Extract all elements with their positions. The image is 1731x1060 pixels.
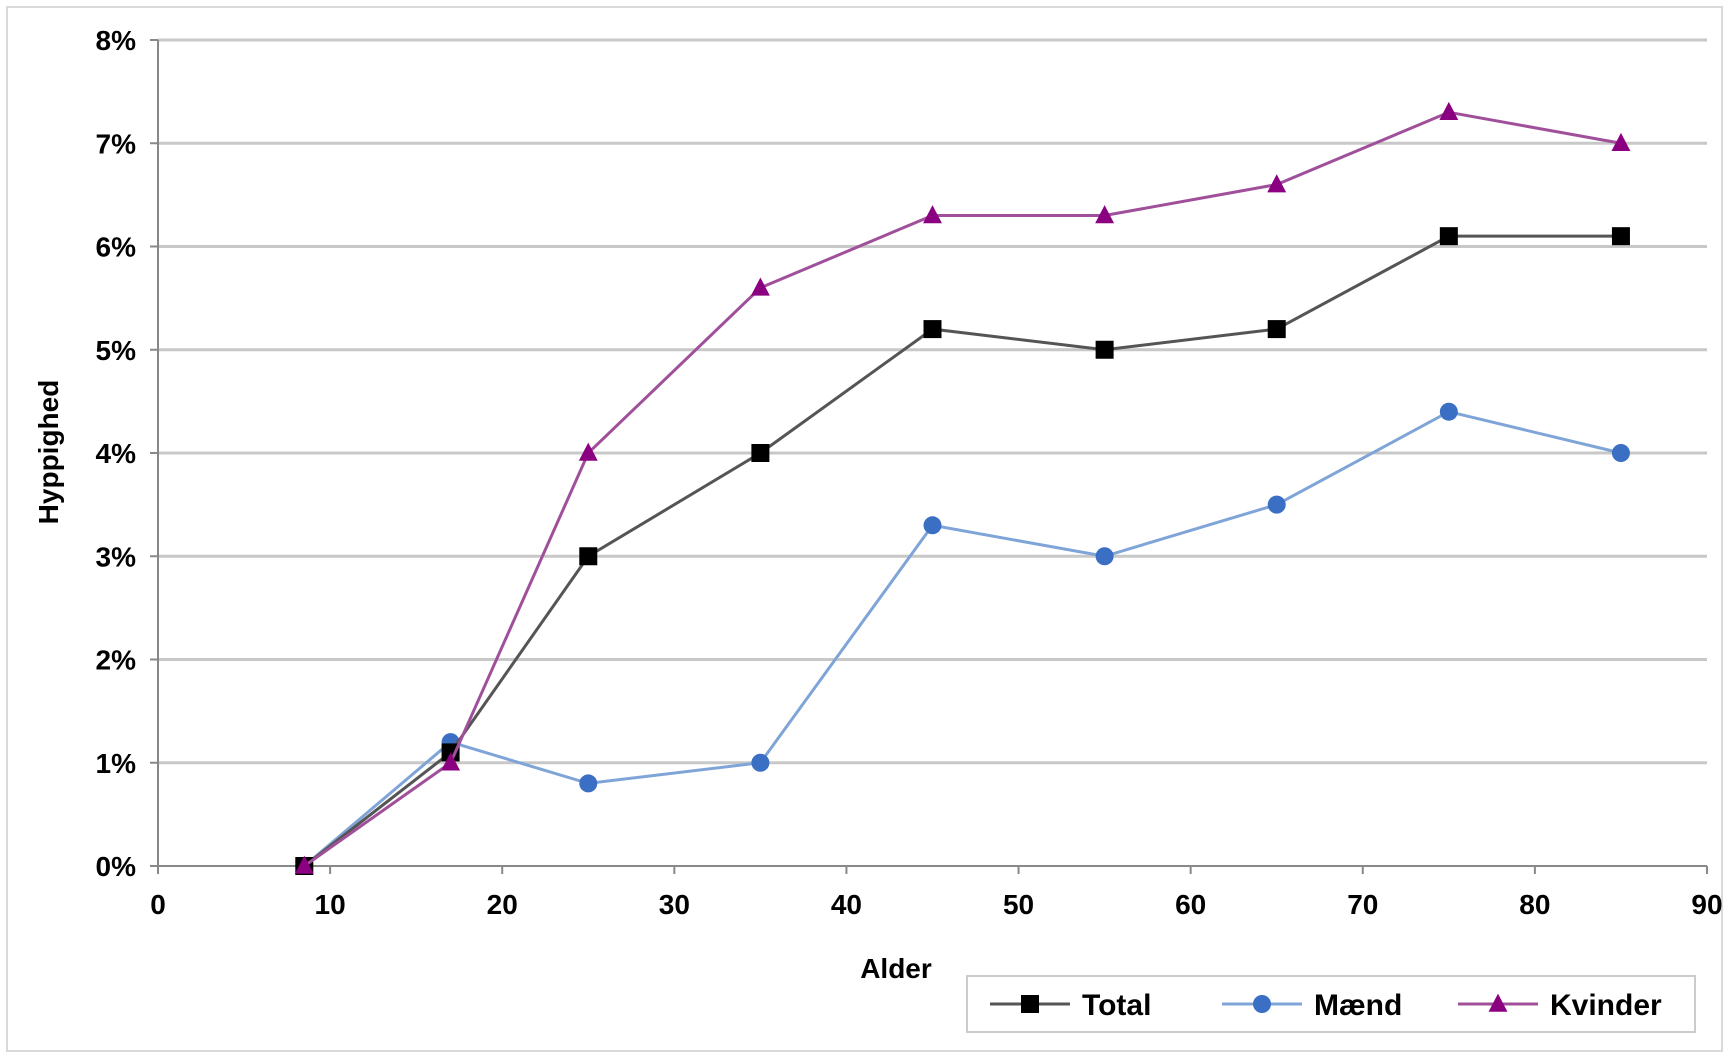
data-point [923, 516, 942, 535]
x-tick-label: 80 [1519, 889, 1550, 920]
legend-label: Kvinder [1550, 989, 1662, 1022]
y-tick-label: 3% [96, 541, 137, 572]
data-point [1267, 174, 1287, 193]
x-tick-label: 30 [659, 889, 690, 920]
series-line [303, 410, 1622, 868]
y-tick-label: 1% [96, 748, 137, 779]
data-point [751, 444, 770, 462]
series-line [303, 110, 1622, 868]
data-point [923, 320, 942, 339]
x-tick-labels: 0 10 20 30 40 50 60 70 80 90 [150, 889, 1722, 920]
data-point [750, 277, 770, 296]
series-total [295, 227, 1630, 875]
legend: Total Mænd Kvinder [966, 975, 1696, 1033]
x-tick-label: 50 [1003, 889, 1034, 920]
data-point [1439, 227, 1458, 246]
data-point [578, 442, 598, 461]
data-point [579, 774, 598, 793]
y-tick-labels: 0% 1% 2% 3% 4% 5% 6% 7% 8% [96, 25, 137, 882]
legend-marker [1488, 993, 1508, 1012]
chart-frame [6, 6, 1723, 1052]
x-axis-title: Alder [860, 953, 932, 984]
x-tick-label: 60 [1175, 889, 1206, 920]
data-point [1611, 132, 1631, 152]
y-tick-label: 6% [96, 232, 137, 263]
data-point [751, 753, 770, 772]
data-point [441, 752, 461, 771]
x-tick-label: 90 [1691, 889, 1722, 920]
legend-box [966, 975, 1696, 1033]
data-point [1267, 320, 1286, 339]
data-point [1439, 402, 1458, 421]
x-tick-label: 70 [1347, 889, 1378, 920]
series-kvinder [294, 101, 1631, 874]
y-axis-title: Hyppighed [33, 380, 64, 525]
series-group [294, 101, 1631, 875]
data-point [1267, 495, 1286, 514]
legend-marker [1253, 995, 1271, 1013]
data-point [1095, 547, 1114, 566]
data-point [579, 547, 598, 566]
series-maend [295, 402, 1630, 875]
x-tick-label: 10 [315, 889, 346, 920]
x-tick-label: 40 [831, 889, 862, 920]
y-tick-label: 4% [96, 438, 137, 469]
data-point [1611, 227, 1630, 246]
data-point [1095, 340, 1114, 359]
legend-label: Mænd [1314, 989, 1402, 1022]
y-tick-label: 5% [96, 335, 137, 366]
y-tick-label: 8% [96, 25, 137, 56]
axes [150, 39, 1708, 874]
data-point [1439, 101, 1459, 121]
data-point [1611, 444, 1630, 462]
legend-marker [1021, 995, 1039, 1013]
y-tick-label: 7% [96, 128, 137, 159]
x-tick-label: 20 [487, 889, 518, 920]
series-line [303, 234, 1621, 868]
y-tick-label: 2% [96, 645, 137, 676]
data-point [923, 205, 942, 224]
y-tick-label: 0% [96, 851, 137, 882]
data-point [294, 855, 314, 874]
x-tick-label: 0 [150, 889, 166, 920]
data-point [1095, 205, 1115, 224]
legend-label: Total [1082, 989, 1151, 1022]
grid-lines [158, 38, 1707, 765]
